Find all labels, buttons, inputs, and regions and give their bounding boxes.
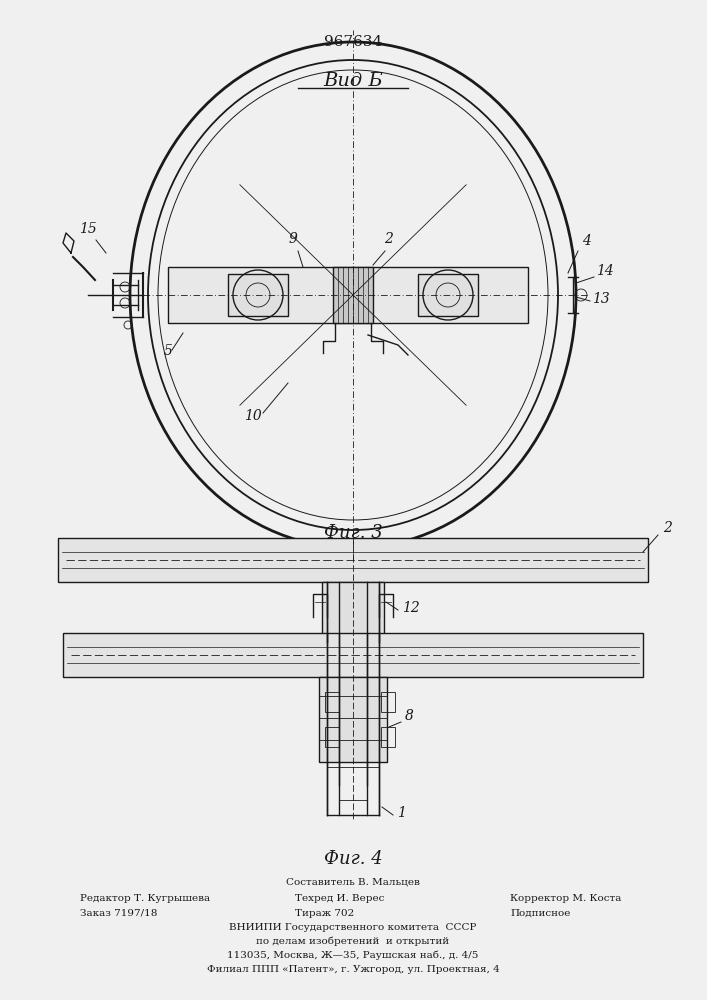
Text: 2: 2 (663, 521, 672, 535)
Text: Подписное: Подписное (510, 909, 571, 918)
Bar (322, 582, 384, 642)
Bar (168, 267, 528, 323)
Bar (325, 692, 339, 712)
Text: 113035, Москва, Ж—35, Раушская наб., д. 4/5: 113035, Москва, Ж—35, Раушская наб., д. … (228, 951, 479, 960)
Text: Корректор М. Коста: Корректор М. Коста (510, 894, 621, 903)
Text: Редактор Т. Кугрышева: Редактор Т. Кугрышева (80, 894, 210, 903)
Text: Техред И. Верес: Техред И. Верес (295, 894, 385, 903)
Bar (418, 274, 478, 316)
Text: Вид Б: Вид Б (323, 72, 383, 90)
Bar (381, 692, 395, 712)
Text: 10: 10 (244, 409, 262, 423)
Text: 15: 15 (79, 222, 97, 236)
Text: 12: 12 (402, 601, 420, 615)
Text: 14: 14 (596, 264, 614, 278)
Text: Филиал ППП «Патент», г. Ужгород, ул. Проектная, 4: Филиал ППП «Патент», г. Ужгород, ул. Про… (206, 965, 499, 974)
Bar (333, 267, 373, 323)
Text: 967634: 967634 (324, 35, 382, 49)
Text: ВНИИПИ Государственного комитета  СССР: ВНИИПИ Государственного комитета СССР (229, 923, 477, 932)
Text: 5: 5 (163, 344, 173, 358)
Text: 4: 4 (582, 234, 590, 248)
Text: Заказ 7197/18: Заказ 7197/18 (80, 909, 158, 918)
Text: 2: 2 (384, 232, 392, 246)
Text: Тираж 702: Тираж 702 (295, 909, 354, 918)
Bar (325, 727, 339, 747)
Bar (381, 727, 395, 747)
Text: 1: 1 (397, 806, 406, 820)
Bar (63, 633, 643, 677)
Bar (228, 274, 288, 316)
Text: Фиг. 4: Фиг. 4 (324, 850, 382, 868)
Bar (58, 538, 648, 582)
Text: Фиг. 3: Фиг. 3 (324, 524, 382, 542)
Text: 13: 13 (592, 292, 609, 306)
Text: 9: 9 (288, 232, 298, 246)
Text: 8: 8 (405, 709, 414, 723)
Bar (319, 677, 387, 762)
Text: Составитель В. Мальцев: Составитель В. Мальцев (286, 878, 420, 887)
Text: по делам изобретений  и открытий: по делам изобретений и открытий (257, 937, 450, 946)
